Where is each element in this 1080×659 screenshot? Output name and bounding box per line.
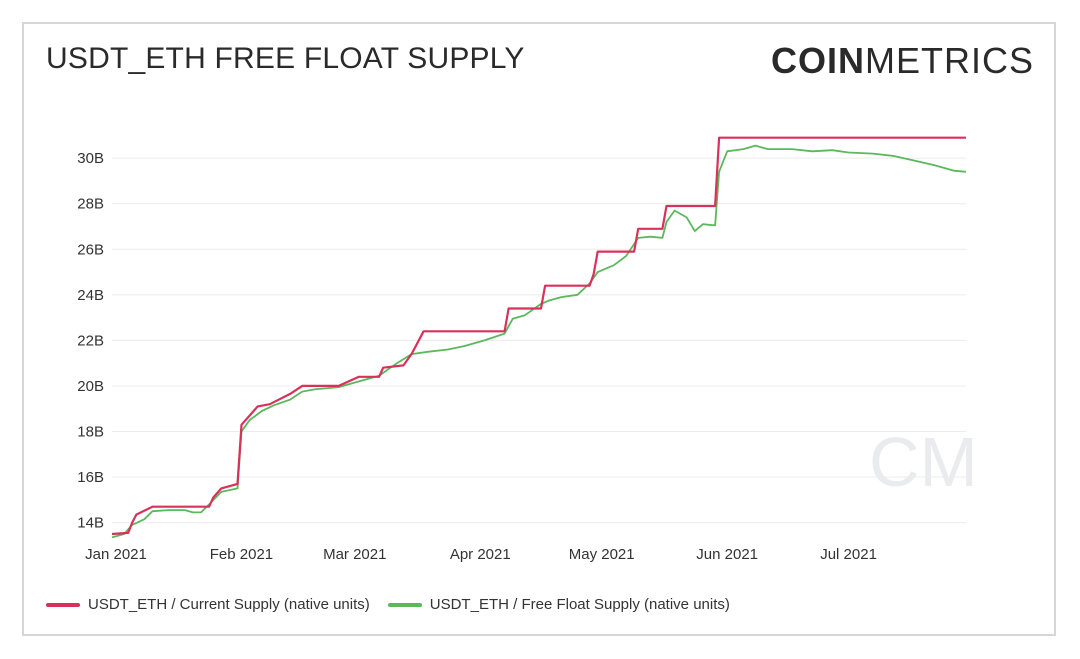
x-tick-labels: Jan 2021 Feb 2021 Mar 2021 Apr 2021 May 2021… (85, 546, 877, 563)
y-tick-label: 22B (77, 332, 104, 349)
legend-swatch-free-float-supply (387, 602, 422, 607)
series-line-current-supply (111, 136, 966, 536)
y-tick-label: 14B (77, 515, 104, 532)
chart-title: USDT_ETH FREE FLOAT SUPPLY (46, 42, 525, 75)
x-tick-label: Jul 2021 (820, 546, 877, 563)
legend: USDT_ETH / Current Supply (native units)… (46, 596, 730, 613)
y-tick-label: 18B (77, 424, 104, 441)
x-tick-label: May 2021 (569, 546, 635, 563)
legend-item-current-supply[interactable]: USDT_ETH / Current Supply (native units) (46, 596, 370, 613)
y-tick-label: 20B (77, 378, 104, 395)
x-tick-label: Jun 2021 (696, 546, 758, 563)
legend-item-free-float-supply[interactable]: USDT_ETH / Free Float Supply (native uni… (387, 596, 730, 613)
legend-label-current-supply: USDT_ETH / Current Supply (native units) (88, 596, 370, 613)
y-tick-label: 16B (77, 469, 104, 486)
y-tick-label: 24B (77, 287, 104, 304)
line-chart: 14B 16B 18B 20B 22B 24B 26B 28B 30B Jan 2021 Feb … (77, 136, 978, 563)
coinmetrics-logo: COINMETRICS (771, 40, 1034, 82)
legend-label-free-float-supply: USDT_ETH / Free Float Supply (native uni… (429, 596, 730, 613)
chart-card: USDT_ETH FREE FLOAT SUPPLY COINMETRICS 1… (22, 22, 1056, 636)
y-tick-label: 28B (77, 196, 104, 213)
legend-swatch-current-supply (46, 602, 80, 607)
y-tick-label: 26B (77, 241, 104, 258)
x-tick-label: Mar 2021 (323, 546, 386, 563)
cm-watermark: CM (869, 423, 978, 501)
x-tick-label: Feb 2021 (210, 546, 273, 563)
x-tick-label: Jan 2021 (85, 546, 147, 563)
grid-lines (112, 157, 966, 524)
x-tick-label: Apr 2021 (450, 546, 511, 563)
y-tick-label: 30B (77, 150, 104, 167)
y-tick-labels: 14B 16B 18B 20B 22B 24B 26B 28B 30B (77, 150, 104, 531)
logo-bold-text: COIN (771, 40, 865, 81)
logo-light-text: METRICS (865, 40, 1034, 81)
series-lines (111, 136, 967, 539)
series-line-free-float-supply (111, 144, 967, 539)
